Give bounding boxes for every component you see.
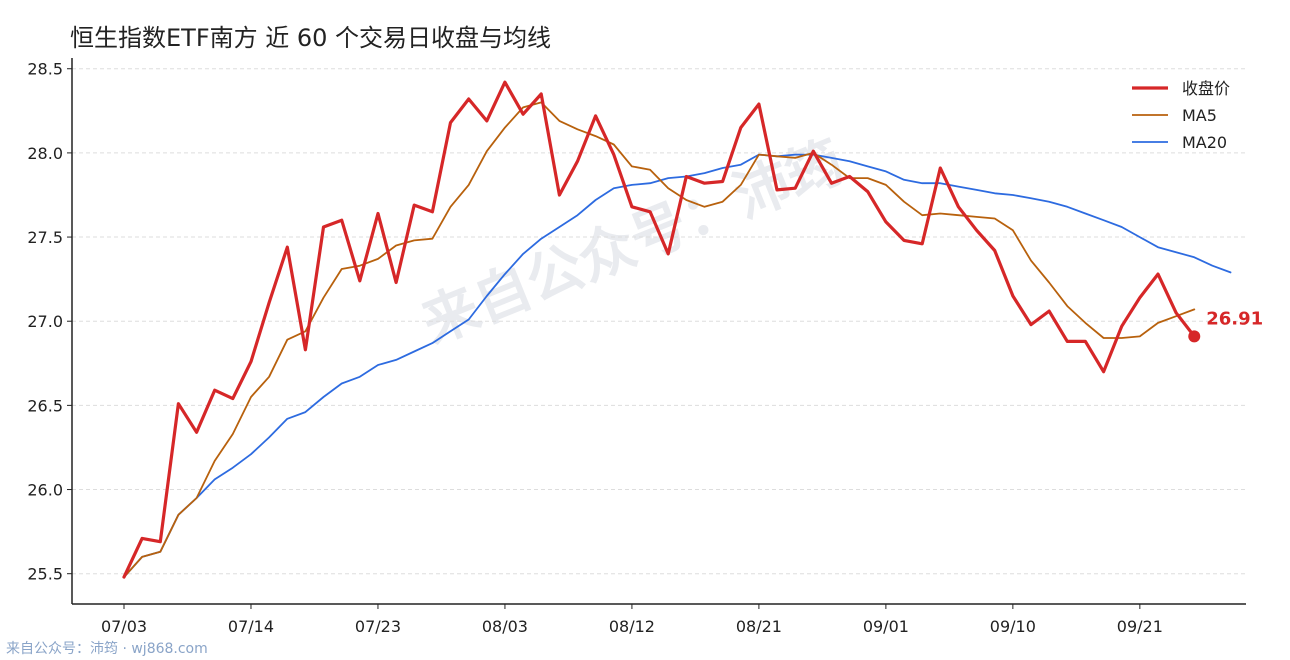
series-line-ma5 xyxy=(123,101,1196,578)
y-tick-label: 28.5 xyxy=(27,60,63,79)
y-tick-label: 25.5 xyxy=(27,565,63,584)
series-line-close xyxy=(122,80,1196,579)
watermark: 来自公众号：沛筠 xyxy=(413,129,853,357)
legend-label: 收盘价 xyxy=(1182,79,1230,98)
x-tick-label: 08/12 xyxy=(609,617,655,636)
x-tick-label: 07/14 xyxy=(228,617,274,636)
x-tick-label: 07/23 xyxy=(355,617,401,636)
series-line-ma20 xyxy=(123,153,1232,578)
legend-label: MA20 xyxy=(1182,133,1227,152)
legend-label: MA5 xyxy=(1182,106,1217,125)
x-tick-label: 09/10 xyxy=(990,617,1036,636)
y-tick-label: 28.0 xyxy=(27,144,63,163)
x-tick-label: 09/21 xyxy=(1117,617,1163,636)
x-tick-label: 08/21 xyxy=(736,617,782,636)
x-tick-label: 09/01 xyxy=(863,617,909,636)
y-tick-label: 26.0 xyxy=(27,481,63,500)
footer-credit: 来自公众号：沛筠 · wj868.com xyxy=(6,641,208,657)
last-point-marker xyxy=(1188,330,1201,343)
x-tick-label: 07/03 xyxy=(101,617,147,636)
chart-title: 恒生指数ETF南方 近 60 个交易日收盘与均线 xyxy=(70,24,552,52)
y-tick-label: 26.5 xyxy=(27,396,63,415)
y-tick-label: 27.5 xyxy=(27,228,63,247)
y-tick-label: 27.0 xyxy=(27,312,63,331)
x-tick-label: 08/03 xyxy=(482,617,528,636)
last-value-label: 26.91 xyxy=(1206,308,1263,329)
